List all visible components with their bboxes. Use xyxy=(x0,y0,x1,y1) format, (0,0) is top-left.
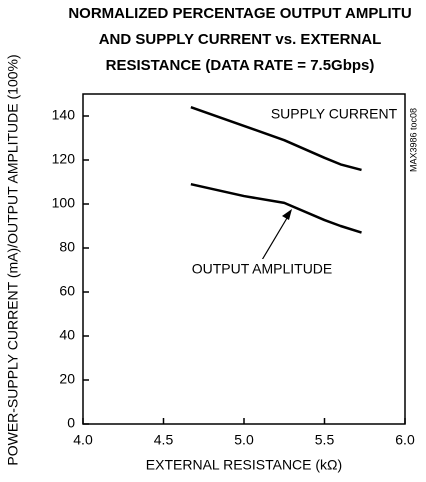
chart-title: NORMALIZED PERCENTAGE OUTPUT AMPLITU xyxy=(68,5,411,22)
side-note: MAX3986 toc08 xyxy=(408,108,418,172)
y-tick-label: 100 xyxy=(52,195,76,211)
arrow-head xyxy=(282,209,292,220)
y-axis-label: POWER-SUPPLY CURRENT (mA)/OUTPUT AMPLITU… xyxy=(5,54,21,465)
series-line xyxy=(190,106,362,172)
x-tick-label: 4.0 xyxy=(73,432,93,448)
y-tick-label: 0 xyxy=(67,415,75,431)
chart-title: AND SUPPLY CURRENT vs. EXTERNAL xyxy=(99,31,382,48)
chart-title: RESISTANCE (DATA RATE = 7.5Gbps) xyxy=(106,57,375,74)
series-label: SUPPLY CURRENT xyxy=(271,106,398,122)
series-line xyxy=(190,182,362,234)
series-label: OUTPUT AMPLITUDE xyxy=(192,261,333,277)
y-tick-label: 40 xyxy=(59,327,75,343)
x-tick-label: 6.0 xyxy=(395,432,415,448)
x-axis-label: EXTERNAL RESISTANCE (kΩ) xyxy=(146,457,342,473)
leader-line xyxy=(261,212,291,261)
label-bg xyxy=(183,259,341,281)
x-tick-label: 5.0 xyxy=(234,432,254,448)
label-bg xyxy=(268,104,398,126)
x-tick-label: 5.5 xyxy=(315,432,335,448)
y-tick-label: 60 xyxy=(59,283,75,299)
y-tick-label: 80 xyxy=(59,239,75,255)
x-tick-label: 4.5 xyxy=(154,432,174,448)
y-tick-label: 140 xyxy=(52,107,76,123)
y-tick-label: 20 xyxy=(59,371,75,387)
y-tick-label: 120 xyxy=(52,151,76,167)
